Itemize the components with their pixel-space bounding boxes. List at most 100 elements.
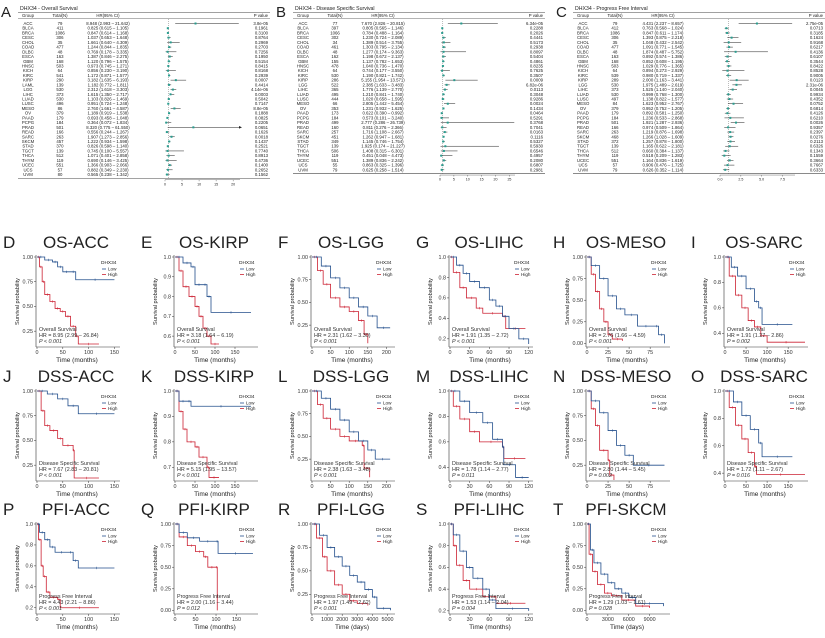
panel-title: PFI-ACC [42, 500, 110, 519]
forest-row: KIRP 286 5.155 (1.954 – 13.571) 0.0009 [298, 78, 544, 83]
x-tick-label: 50 [743, 350, 749, 356]
row-hr-ci: 2.760 (1.661 – 4.587) [87, 106, 129, 111]
row-p-value: 2.31e-06 [806, 82, 824, 87]
row-p-value: 0.0009 [530, 78, 544, 83]
row-group: LIHC [298, 87, 308, 92]
row-group: KIRP [23, 78, 33, 83]
x-tick-label: 0 [586, 617, 589, 623]
panel-letter: A [1, 4, 11, 21]
panel-title: DSS-ACC [38, 367, 115, 386]
x-axis-label: Time (months) [56, 491, 98, 498]
row-total: 457 [56, 139, 64, 144]
panel-title: DSS-KIRP [173, 367, 253, 386]
legend-title: DHX34 [101, 260, 117, 266]
x-tick-label: 100 [84, 617, 93, 623]
hr-point [444, 145, 447, 148]
row-total: 365 [331, 87, 339, 92]
y-tick-label: 0.4 [438, 316, 446, 322]
x-tick-label: 100 [762, 350, 771, 356]
row-total: 179 [611, 111, 619, 116]
row-hr-ci: 0.863 (0.325 – 1.396) [362, 163, 404, 168]
x-tick-label: 10 [466, 178, 470, 182]
row-p-value: 0.3048 [530, 92, 544, 97]
hr-point [166, 149, 169, 152]
row-group: CESC [577, 35, 589, 40]
x-tick-label: 30 [466, 484, 472, 490]
forest-row: SKCM 457 1.222 (0.934 – 1.598) 0.1437 [22, 139, 269, 144]
row-group: PRAD [577, 120, 589, 125]
row-total: 379 [611, 106, 619, 111]
row-hr-ci: 1.222 (0.934 – 1.598) [87, 139, 129, 144]
x-tick-label: 100 [210, 350, 219, 356]
survival-type-label: Disease Specific Survival [314, 461, 375, 467]
survival-type-label: Disease Specific Survival [39, 461, 100, 467]
row-group: UVM [298, 167, 308, 172]
row-p-value: 0.0018 [255, 134, 269, 139]
row-total: 79 [333, 167, 338, 172]
legend-low-label: Low [796, 401, 805, 406]
row-p-value: 0.0752 [810, 101, 824, 106]
p-value-text: P = 0.004 [452, 606, 475, 612]
row-p-value: 0.2938 [530, 45, 544, 50]
row-total: 79 [613, 21, 618, 26]
row-group: LUAD [577, 92, 588, 97]
forest-row: LIHC 373 1.615 (1.350 – 2.717) 0.0003 [23, 92, 268, 97]
row-hr-ci: 1.277 (0.174 – 9.363) [362, 49, 404, 54]
row-p-value: 0.3664 [810, 158, 824, 163]
legend-high-label: High [246, 272, 256, 277]
row-p-value: 0.2521 [255, 144, 269, 149]
hr-point [445, 83, 448, 86]
x-tick-label: 50 [192, 350, 198, 356]
row-p-value: 2.75e-05 [806, 21, 824, 26]
row-hr-ci: 2.777 (0.286 – 26.739) [361, 120, 405, 125]
forest-row: SARC 263 1.219 (0.876 – 1.698) 0.2397 [577, 130, 824, 135]
row-hr-ci: 0.999 (0.768 – 1.300) [642, 92, 684, 97]
hr-point [168, 112, 171, 115]
km-curve-low [312, 256, 391, 329]
row-group: SKCM [297, 134, 310, 139]
legend-title: DHX34 [514, 260, 530, 266]
row-group: READ [297, 125, 309, 130]
panel-title: DSS-SARC [720, 367, 808, 386]
panel-letter: B [276, 4, 286, 21]
row-total: 477 [56, 45, 64, 50]
row-p-value: 0.1626 [255, 130, 269, 135]
row-total: 495 [331, 92, 339, 97]
x-axis-label: Time (months) [744, 491, 786, 498]
row-group: BRCA [577, 30, 589, 35]
row-hr-ci: 1.623 (0.952 – 2.767) [642, 101, 684, 106]
forest-row: KIRC 541 1.172 (0.871 – 1.577) 0.2939 [23, 73, 269, 78]
x-tick-label: 120 [524, 617, 533, 623]
forest-row: UCS 55 0.863 (0.325 – 1.396) 0.6807 [298, 163, 543, 168]
hr-point [440, 154, 443, 157]
legend-low-label: Low [521, 267, 530, 272]
forest-row: MESO 84 1.623 (0.952 – 2.767) 0.0752 [577, 101, 824, 106]
row-p-value: 0.8528 [810, 68, 824, 73]
row-total: 179 [56, 115, 64, 120]
hr-point [442, 46, 445, 49]
row-p-value: 0.9005 [810, 73, 824, 78]
hazard-ratio-text: HR = 5.15 (1.95 – 13.57) [177, 467, 237, 473]
y-axis-label: Survival probability [428, 545, 434, 592]
row-p-value: 0.0113 [530, 87, 543, 92]
row-p-value: 0.1888 [255, 111, 269, 116]
x-tick-label: 0 [586, 350, 589, 356]
row-group: HNSC [297, 63, 309, 68]
row-hr-ci: 0.745 (0.100 – 5.557) [87, 148, 129, 153]
km-panel: H OS-MESO 0.00 0.25 0.50 0.75 1.00 0 25 50 75Time … [553, 233, 670, 364]
p-value-text: P < 0.001 [452, 339, 475, 345]
forest-row: TGCT 139 1.165 (0.622 – 2.181) 0.6326 [577, 144, 823, 149]
row-total: 379 [56, 111, 64, 116]
p-value-text: P < 0.001 [39, 473, 62, 479]
km-panel: G OS-LIHC 0.2 0.4 0.6 0.8 1.0 0 30 60 90 120 Time (m… [416, 233, 533, 364]
km-panel: M DSS-LIHC 0.4 0.6 0.8 1.0 0 30 60 90 120 Time (mon… [416, 367, 533, 498]
y-tick-label: 0.75 [573, 543, 584, 549]
x-tick-label: 75 [647, 350, 653, 356]
y-tick-label: 1.0 [438, 255, 446, 261]
row-hr-ci: 0.556 (0.244 – 1.267) [87, 130, 129, 135]
row-group: UCS [23, 167, 32, 172]
row-group: LUSC [22, 101, 33, 106]
